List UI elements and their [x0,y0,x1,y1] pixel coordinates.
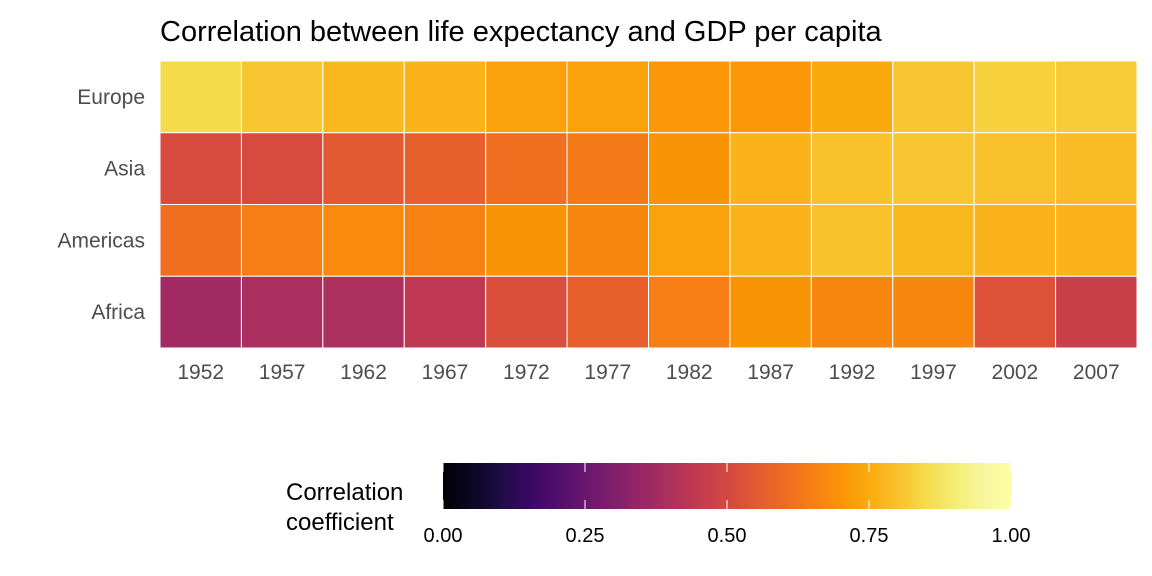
heatmap-cell-americas-2007 [1055,204,1138,277]
heatmap-cell-europe-1992 [810,60,894,134]
legend-title-line-2: coefficient [286,509,394,536]
y-axis-labels: Europe Asia Americas Africa [57,86,145,324]
heatmap-cell-americas-1992 [810,204,894,277]
heatmap-cell-europe-2002 [973,60,1057,134]
y-tick-label-europe: Europe [77,86,145,109]
heatmap-cell-asia-1992 [810,132,894,205]
heatmap-cell-europe-1987 [729,60,812,134]
y-tick-label-americas: Americas [57,229,145,252]
heatmap-cell-americas-1962 [322,204,405,277]
x-tick-label-1982: 1982 [666,361,713,384]
x-tick-label-1992: 1992 [829,361,876,384]
legend-tick-label: 1.00 [992,525,1031,547]
heatmap-cell-asia-1957 [240,132,324,205]
heatmap-cell-asia-1952 [159,132,242,205]
heatmap-cell-asia-1982 [648,132,731,205]
heatmap-cell-africa-2007 [1055,275,1138,349]
x-tick-label-1957: 1957 [259,361,306,384]
heatmap-cell-europe-1977 [566,60,649,134]
heatmap-cell-africa-1987 [729,275,812,349]
x-tick-label-1962: 1962 [340,361,387,384]
x-tick-label-1972: 1972 [503,361,550,384]
heatmap-cell-americas-1997 [892,204,975,277]
heatmap-cell-americas-1982 [648,204,731,277]
heatmap-cell-americas-1957 [240,204,324,277]
heatmap-cell-africa-1982 [648,275,731,349]
heatmap-cell-europe-1962 [322,60,405,134]
heatmap-cell-europe-1952 [159,60,242,134]
heatmap-cell-africa-1977 [566,275,649,349]
heatmap-cell-americas-1972 [485,204,568,277]
x-axis-labels: 1952 1957 1962 1967 1972 1977 1982 1987 1992 1997… [177,361,1119,384]
x-tick-label-1997: 1997 [910,361,957,384]
x-tick-label-2007: 2007 [1073,361,1120,384]
heatmap-cell-africa-1967 [403,275,487,349]
heatmap-cell-asia-1977 [566,132,649,205]
x-tick-label-1977: 1977 [584,361,631,384]
heatmap-cell-americas-2002 [973,204,1057,277]
heatmap-cell-americas-1977 [566,204,649,277]
x-tick-label-1987: 1987 [747,361,794,384]
heatmap-cell-europe-1967 [403,60,487,134]
heatmap-cell-asia-1997 [892,132,975,205]
legend-title-line-1: Correlation [286,479,403,506]
heatmap-cell-europe-1997 [892,60,975,134]
heatmap-cell-europe-2007 [1055,60,1138,134]
y-tick-label-asia: Asia [104,158,145,181]
legend-ticks: 0.00 0.25 0.50 0.75 1.00 [424,463,1031,547]
y-tick-label-africa: Africa [91,301,145,324]
legend-tick-label: 0.50 [708,525,747,547]
heatmap-cell-asia-2007 [1055,132,1138,205]
heatmap-cell-americas-1987 [729,204,812,277]
legend-tick-label: 0.75 [850,525,889,547]
heatmap-cell-africa-1997 [892,275,975,349]
x-tick-label-2002: 2002 [992,361,1039,384]
heatmap-cell-europe-1982 [648,60,731,134]
heatmap-cell-americas-1952 [159,204,242,277]
heatmap-cell-europe-1972 [485,60,568,134]
heatmap-cell-africa-1952 [159,275,242,349]
heatmap-cell-africa-1957 [240,275,324,349]
heatmap-cell-asia-1987 [729,132,812,205]
heatmap-cell-asia-2002 [973,132,1057,205]
legend-tick-label: 0.00 [424,525,463,547]
chart-title: Correlation between life expectancy and … [160,16,883,48]
heatmap-cell-asia-1972 [485,132,568,205]
heatmap-cell-asia-1962 [322,132,405,205]
x-tick-label-1967: 1967 [422,361,469,384]
color-legend: Correlation coefficient 0.00 0.25 0.50 0.75… [286,463,1030,547]
heatmap-cell-africa-2002 [973,275,1057,349]
heatmap-cell-africa-1992 [810,275,894,349]
legend-tick-label: 0.25 [566,525,605,547]
heatmap-cell-europe-1957 [240,60,324,134]
heatmap-cell-africa-1972 [485,275,568,349]
heatmap-cell-asia-1967 [403,132,487,205]
heatmap-cell-africa-1962 [322,275,405,349]
x-tick-label-1952: 1952 [177,361,224,384]
heatmap-cell-americas-1967 [403,204,487,277]
heatmap-cells [159,60,1138,349]
